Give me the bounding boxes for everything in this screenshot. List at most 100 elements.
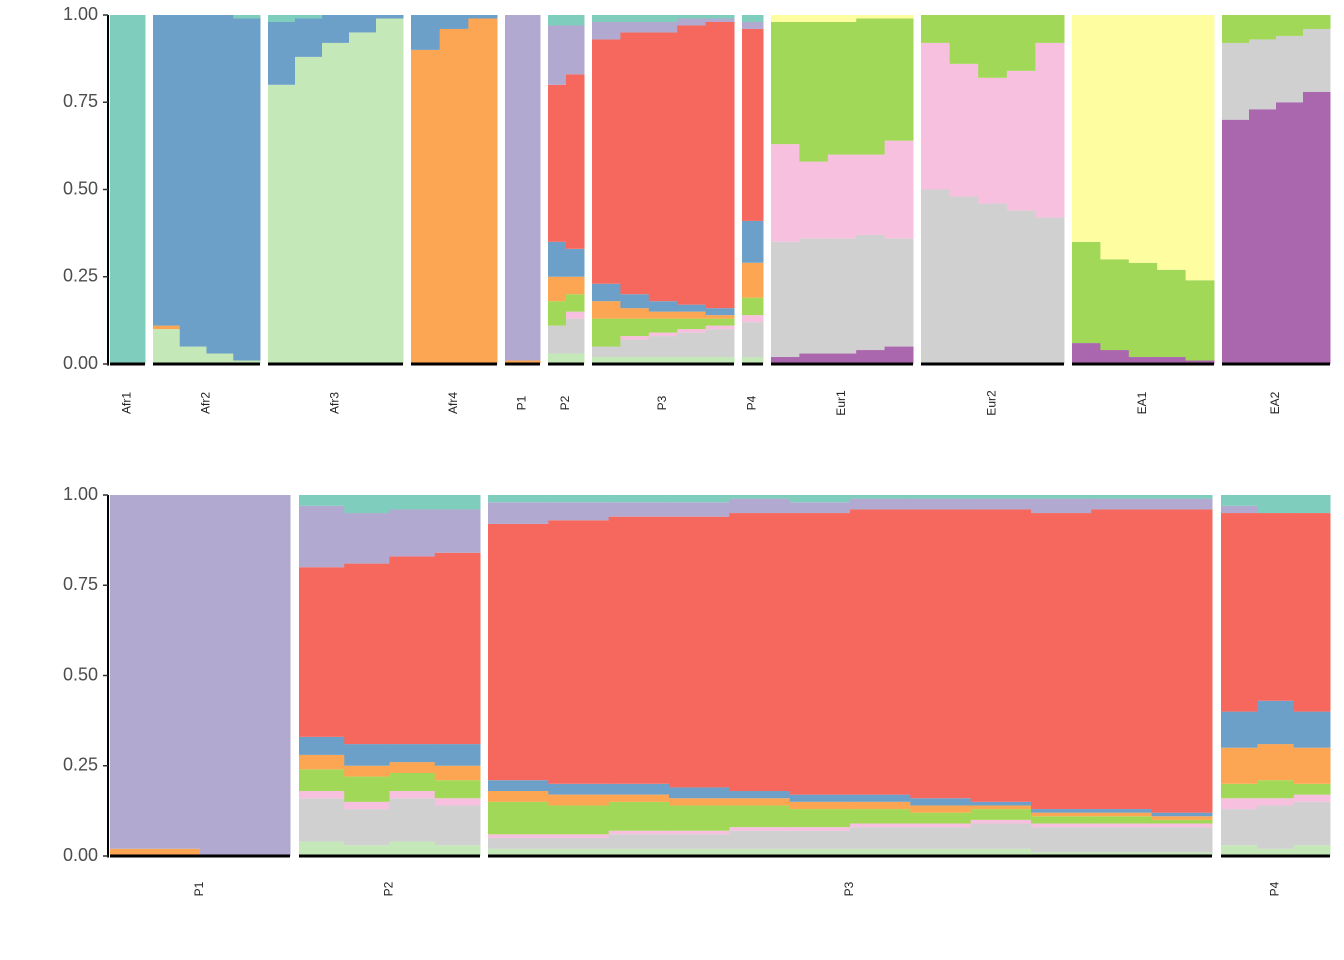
- ancestry-segment: [620, 15, 650, 22]
- ancestry-segment: [206, 353, 234, 364]
- ancestry-segment: [566, 25, 585, 75]
- ancestry-segment: [608, 801, 670, 831]
- ancestry-segment: [566, 353, 585, 364]
- ancestry-segment: [1221, 783, 1258, 799]
- ancestry-segment: [389, 798, 436, 842]
- ancestry-segment: [295, 56, 323, 364]
- ancestry-segment: [1031, 827, 1092, 853]
- ancestry-segment: [669, 830, 730, 835]
- ancestry-segment: [488, 801, 549, 835]
- ancestry-segment: [1257, 848, 1295, 856]
- ancestry-segment: [729, 848, 791, 856]
- population-label: Afr3: [328, 392, 342, 414]
- ancestry-segment: [1151, 819, 1213, 824]
- ancestry-segment: [620, 308, 650, 319]
- ancestry-segment: [669, 516, 730, 788]
- ancestry-segment: [1221, 809, 1258, 846]
- ancestry-segment: [1221, 798, 1258, 810]
- ancestry-segment: [1222, 15, 1250, 43]
- ancestry-segment: [1257, 780, 1295, 799]
- ancestry-segment: [434, 845, 481, 856]
- ancestry-segment: [349, 32, 377, 364]
- ancestry-segment: [910, 495, 972, 499]
- y-tick-label: 0.50: [63, 664, 98, 684]
- population-label: P1: [192, 881, 206, 896]
- ancestry-segment: [970, 495, 1032, 499]
- ancestry-segment: [669, 495, 730, 503]
- ancestry-segment: [110, 15, 146, 364]
- ancestry-segment: [1151, 827, 1213, 853]
- ancestry-segment: [592, 39, 621, 284]
- population-label: Eur1: [834, 390, 848, 416]
- ancestry-segment: [949, 15, 979, 64]
- ancestry-segment: [592, 301, 621, 319]
- ancestry-segment: [677, 357, 707, 364]
- ancestry-segment: [1072, 15, 1101, 242]
- ancestry-segment: [789, 809, 851, 828]
- ancestry-segment: [705, 357, 735, 364]
- ancestry-segment: [505, 360, 541, 364]
- ancestry-segment: [910, 798, 972, 806]
- ancestry-segment: [978, 77, 1008, 204]
- ancestry-segment: [566, 294, 585, 312]
- ancestry-segment: [1303, 28, 1331, 92]
- ancestry-segment: [799, 21, 829, 162]
- ancestry-segment: [705, 318, 735, 326]
- ancestry-segment: [1257, 700, 1295, 745]
- ancestry-segment: [411, 15, 441, 50]
- ancestry-segment: [669, 848, 730, 856]
- ancestry-segment: [488, 848, 549, 856]
- ancestry-segment: [1006, 15, 1036, 71]
- ancestry-segment: [389, 772, 436, 792]
- ancestry-segment: [1293, 783, 1331, 795]
- ancestry-segment: [771, 15, 800, 22]
- ancestry-segment: [376, 18, 404, 365]
- ancestry-segment: [729, 495, 791, 499]
- ancestry-segment: [856, 15, 886, 19]
- ancestry-segment: [1257, 495, 1295, 514]
- ancestry-segment: [884, 140, 914, 239]
- ancestry-segment: [1091, 498, 1153, 510]
- ancestry-segment: [850, 823, 911, 828]
- ancestry-segment: [850, 509, 911, 795]
- ancestry-segment: [1006, 70, 1036, 211]
- population-label: EA1: [1135, 391, 1149, 414]
- ancestry-segment: [1221, 495, 1258, 506]
- ancestry-segment: [970, 801, 1032, 806]
- ancestry-segment: [827, 21, 857, 155]
- ancestry-segment: [1303, 15, 1331, 29]
- ancestry-segment: [434, 780, 481, 799]
- ancestry-segment: [620, 294, 650, 309]
- population-label: P2: [558, 395, 572, 410]
- ancestry-segment: [344, 563, 390, 745]
- ancestry-segment: [1293, 495, 1331, 514]
- ancestry-segment: [566, 248, 585, 277]
- ancestry-segment: [799, 161, 829, 239]
- ancestry-segment: [389, 495, 436, 510]
- ancestry-segment: [389, 509, 436, 557]
- ancestry-segment: [850, 498, 911, 510]
- ancestry-segment: [488, 780, 549, 792]
- ancestry-segment: [1128, 262, 1158, 358]
- ancestry-segment: [434, 805, 481, 846]
- ancestry-segment: [592, 357, 621, 364]
- ancestry-segment: [608, 830, 670, 835]
- ancestry-segment: [299, 736, 345, 755]
- ancestry-segment: [548, 495, 610, 503]
- ancestry-segment: [1303, 91, 1331, 364]
- ancestry-segment: [1035, 217, 1065, 364]
- ancestry-segment: [505, 15, 541, 361]
- ancestry-segment: [1035, 15, 1065, 43]
- ancestry-segment: [742, 21, 764, 29]
- ancestry-segment: [468, 15, 498, 19]
- ancestry-segment: [1249, 39, 1277, 110]
- ancestry-segment: [566, 74, 585, 249]
- ancestry-segment: [1100, 15, 1130, 260]
- ancestry-segment: [789, 827, 851, 831]
- ancestry-segment: [439, 28, 469, 365]
- ancestry-segment: [488, 834, 549, 838]
- ancestry-segment: [789, 830, 851, 849]
- ancestry-segment: [620, 21, 650, 33]
- ancestry-segment: [648, 15, 678, 22]
- ancestry-segment: [548, 520, 610, 784]
